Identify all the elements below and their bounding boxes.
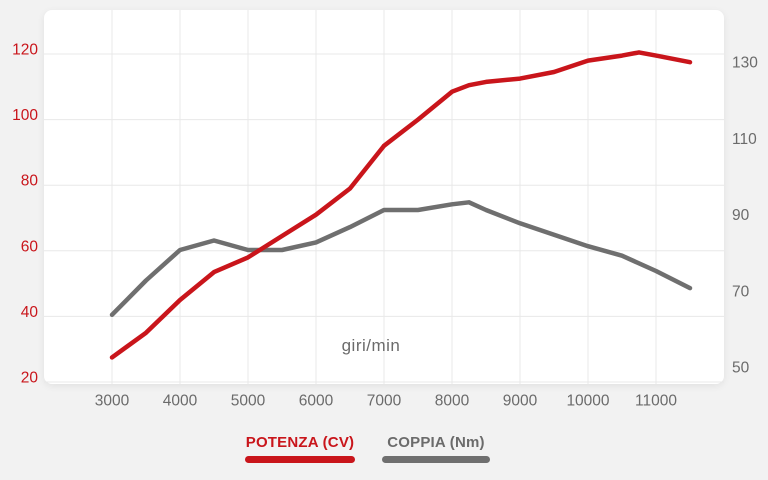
legend-swatch-potenza-icon	[245, 456, 355, 463]
right-axis-tick: 50	[732, 360, 750, 377]
x-axis-tick: 3000	[95, 393, 130, 410]
x-axis-tick: 10000	[566, 393, 609, 410]
left-axis-tick: 100	[12, 107, 38, 124]
x-axis-tick: 4000	[163, 393, 198, 410]
right-axis-tick: 70	[732, 283, 750, 300]
legend-item-potenza[interactable]: POTENZA (CV)	[245, 434, 355, 463]
left-axis-tick: 40	[21, 304, 39, 321]
left-axis-tick: 20	[21, 370, 39, 387]
x-axis-tick: 8000	[435, 393, 470, 410]
x-axis-tick: 6000	[299, 393, 334, 410]
x-axis-tick: 5000	[231, 393, 266, 410]
legend: POTENZA (CV) COPPIA (Nm)	[245, 434, 490, 463]
x-axis-tick: 11000	[635, 393, 677, 410]
right-axis-tick: 110	[732, 131, 757, 148]
x-axis-label: giri/min	[341, 336, 401, 355]
x-axis-tick: 9000	[503, 393, 538, 410]
right-axis-tick: 130	[732, 55, 758, 72]
potenza-line	[109, 50, 693, 360]
coppia-line	[109, 200, 693, 318]
legend-label-potenza: POTENZA (CV)	[245, 434, 355, 451]
legend-swatch-coppia-icon	[382, 456, 490, 463]
legend-item-coppia[interactable]: COPPIA (Nm)	[382, 434, 490, 463]
left-axis-tick: 60	[21, 238, 39, 255]
left-axis-tick: 120	[12, 42, 38, 59]
left-axis-tick: 80	[21, 173, 39, 190]
legend-label-coppia: COPPIA (Nm)	[387, 434, 485, 451]
right-axis-tick: 90	[732, 207, 750, 224]
x-axis-tick: 7000	[367, 393, 402, 410]
